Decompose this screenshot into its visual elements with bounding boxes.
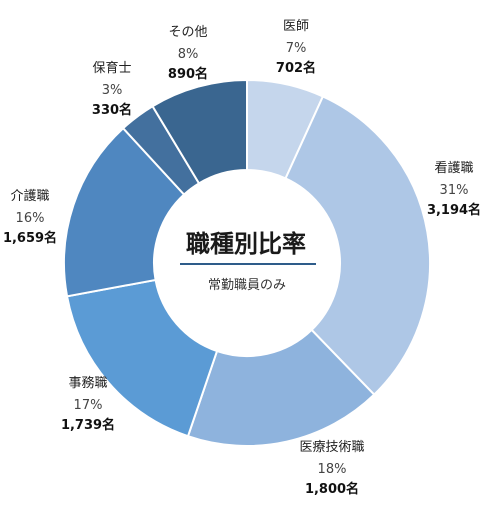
donut-slice — [65, 278, 219, 438]
slice-percent-label: 7% — [286, 41, 307, 56]
slice-percent-label: 18% — [318, 462, 347, 477]
slice-category-label: その他 — [168, 25, 207, 40]
slice-label-group: 医療技術職 18% 1,800名 — [299, 440, 364, 497]
slice-count-label: 3,194名 — [427, 202, 481, 218]
donut-slices — [63, 78, 431, 447]
slice-count-label: 890名 — [168, 66, 208, 82]
slice-category-label: 看護職 — [434, 160, 473, 176]
slice-count-label: 1,800名 — [305, 481, 359, 497]
slice-count-label: 1,659名 — [3, 230, 57, 246]
donut-slice — [186, 328, 376, 447]
slice-category-label: 介護職 — [10, 188, 49, 204]
slice-label-group: 保育士 3% 330名 — [92, 60, 132, 118]
slice-category-label: 医師 — [283, 19, 309, 34]
slice-label-group: その他 8% 890名 — [168, 25, 208, 82]
chart-subtitle: 常勤職員のみ — [208, 278, 286, 293]
slice-percent-label: 3% — [102, 83, 123, 98]
slice-label-group: 医師 7% 702名 — [276, 19, 316, 76]
slice-label-group: 看護職 31% 3,194名 — [427, 160, 481, 218]
chart-title: 職種別比率 — [186, 230, 306, 258]
slice-label-group: 事務職 17% 1,739名 — [61, 376, 115, 433]
donut-slice — [151, 78, 248, 185]
slice-percent-label: 16% — [16, 211, 45, 226]
slice-percent-label: 17% — [74, 398, 103, 413]
title-underline — [180, 263, 316, 265]
slice-category-label: 医療技術職 — [299, 440, 364, 455]
slice-count-label: 702名 — [276, 60, 316, 76]
center-label: 職種別比率 常勤職員のみ — [180, 230, 316, 293]
slice-percent-label: 8% — [178, 47, 199, 62]
donut-slice — [63, 126, 186, 298]
slice-category-label: 事務職 — [68, 376, 107, 391]
slice-category-label: 保育士 — [92, 60, 131, 76]
slice-percent-label: 31% — [440, 183, 469, 198]
slice-label-group: 介護職 16% 1,659名 — [3, 188, 57, 246]
slice-count-label: 330名 — [92, 102, 132, 118]
slice-count-label: 1,739名 — [61, 417, 115, 433]
donut-slice — [284, 95, 431, 397]
